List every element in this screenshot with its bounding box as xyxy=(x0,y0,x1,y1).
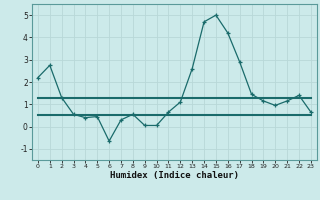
X-axis label: Humidex (Indice chaleur): Humidex (Indice chaleur) xyxy=(110,171,239,180)
